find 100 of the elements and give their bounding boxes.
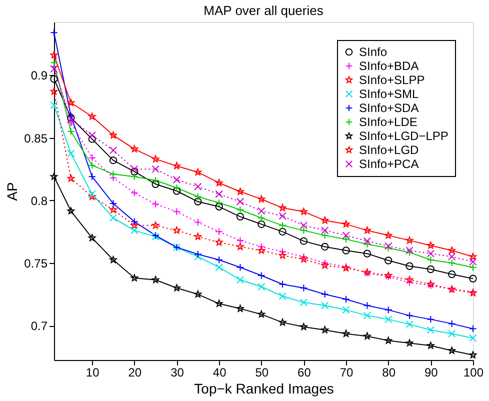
point (448, 330, 456, 338)
point (406, 278, 414, 286)
point (152, 165, 160, 173)
point (448, 259, 456, 267)
point (67, 118, 75, 127)
point (258, 195, 266, 202)
chart-title: MAP over all queries (204, 3, 324, 18)
point (50, 65, 58, 73)
point (130, 189, 138, 197)
point (50, 75, 58, 83)
point (194, 232, 202, 240)
x-tick-label: 60 (298, 366, 312, 380)
x-tick-label: 90 (424, 366, 438, 380)
point (406, 320, 414, 328)
legend-label: SInfo+BDA (359, 59, 419, 73)
point (321, 259, 329, 267)
point (130, 274, 138, 282)
point (426, 342, 434, 349)
point (215, 264, 223, 272)
point (67, 150, 75, 158)
point (130, 218, 138, 226)
point (236, 188, 244, 195)
point (342, 306, 350, 314)
point (278, 212, 286, 220)
point (364, 226, 371, 234)
point (172, 184, 181, 192)
legend-label: SInfo+SDA (359, 101, 419, 115)
point (194, 198, 202, 206)
point (426, 250, 435, 258)
y-tick-label: 0.9 (30, 68, 48, 83)
point (321, 302, 329, 310)
point (300, 237, 308, 245)
point (300, 298, 308, 306)
point (469, 351, 477, 358)
point (109, 200, 118, 208)
point (278, 318, 286, 326)
point (172, 176, 181, 184)
point (300, 284, 308, 292)
legend-label: SInfo+LGD (359, 143, 420, 157)
legend-label: SInfo+LDE (359, 115, 418, 129)
point (194, 182, 202, 190)
point (426, 315, 435, 324)
point (130, 165, 138, 173)
legend-label: SInfo+LGD−LPP (359, 129, 448, 143)
point (88, 154, 96, 162)
point (258, 242, 266, 251)
point (278, 280, 286, 288)
x-tick-label: 100 (463, 366, 484, 380)
point (258, 272, 266, 280)
point (321, 242, 329, 251)
point (363, 237, 372, 245)
point (152, 200, 160, 208)
point (448, 270, 456, 278)
point (109, 156, 118, 164)
point (152, 276, 160, 284)
point (152, 222, 160, 229)
point (236, 198, 244, 206)
point (173, 226, 180, 234)
point (300, 252, 308, 261)
point (236, 236, 244, 244)
y-tick-label: 0.85 (24, 131, 48, 146)
point (67, 207, 75, 214)
point (300, 222, 308, 230)
point (469, 252, 477, 260)
point (110, 256, 117, 264)
point (50, 28, 58, 36)
point (67, 98, 75, 106)
point (342, 295, 350, 304)
legend-label: SInfo+SML (359, 87, 420, 101)
point (50, 172, 58, 180)
point (278, 228, 286, 236)
point (342, 220, 350, 228)
point (321, 226, 329, 234)
point (406, 312, 414, 320)
point (130, 226, 138, 234)
legend-label: SInfo+PCA (359, 157, 419, 171)
x-tick-label: 70 (340, 366, 354, 380)
point (194, 252, 202, 261)
point (130, 172, 138, 180)
point (67, 128, 75, 136)
point (88, 131, 96, 140)
x-tick-label: 10 (86, 366, 100, 380)
x-tick-label: 30 (170, 366, 184, 380)
point (215, 238, 223, 246)
point (384, 336, 392, 344)
point (258, 207, 266, 215)
point (426, 242, 434, 249)
point (321, 262, 329, 269)
point (384, 232, 392, 239)
point (278, 222, 286, 230)
point (342, 246, 350, 254)
point (110, 206, 117, 213)
point (194, 290, 202, 298)
point (152, 180, 160, 188)
point (406, 236, 414, 244)
y-axis-title: AP (4, 182, 20, 201)
point (67, 174, 75, 182)
point (469, 258, 477, 266)
point (130, 168, 138, 176)
point (194, 192, 202, 200)
